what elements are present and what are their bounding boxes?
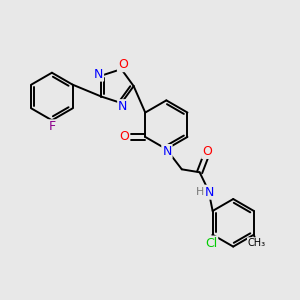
Text: H: H [195,187,204,197]
Text: O: O [202,145,212,158]
Text: Cl: Cl [205,236,217,250]
Text: CH₃: CH₃ [248,238,266,248]
Text: N: N [162,145,172,158]
Text: N: N [118,100,128,113]
Text: O: O [119,130,129,143]
Text: N: N [94,68,103,81]
Text: N: N [205,186,214,199]
Text: F: F [48,120,56,133]
Text: O: O [118,58,128,71]
